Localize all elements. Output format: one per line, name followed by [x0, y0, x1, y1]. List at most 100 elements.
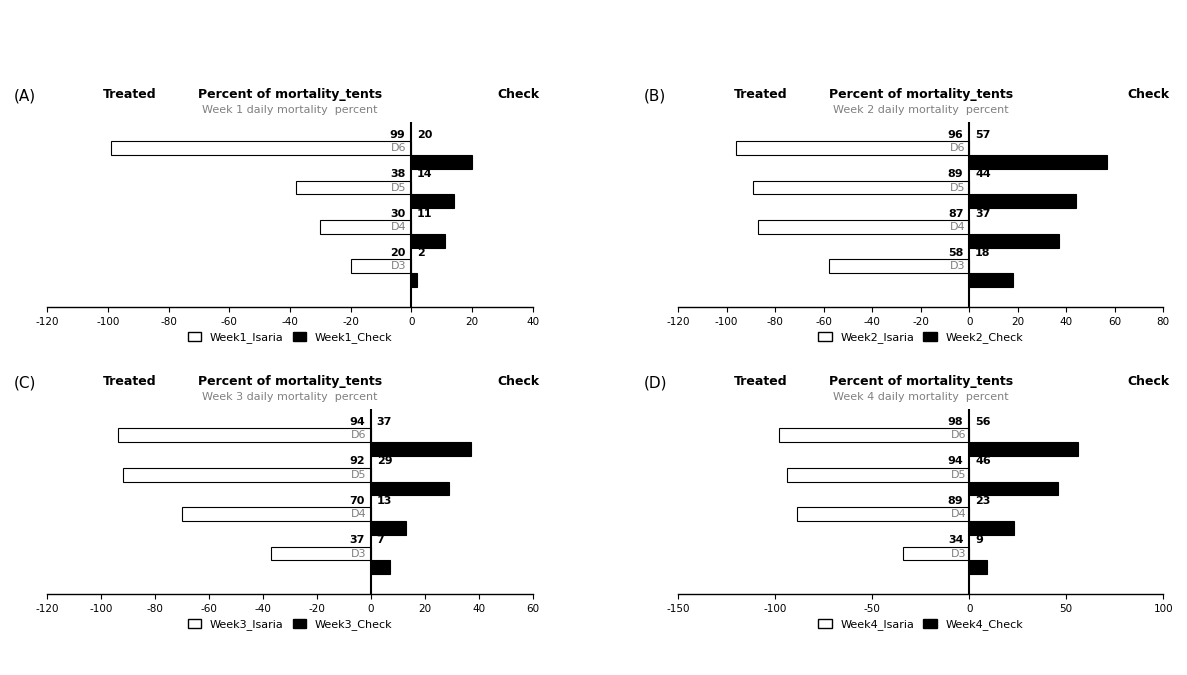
Text: D3: D3	[951, 549, 966, 559]
Legend: Week1_Isaria, Week1_Check: Week1_Isaria, Week1_Check	[183, 327, 396, 348]
Bar	[754, 181, 970, 194]
Text: D3: D3	[392, 261, 407, 271]
Text: 11: 11	[417, 209, 432, 219]
Bar	[271, 547, 370, 560]
Text: Check: Check	[1128, 88, 1169, 101]
Legend: Week2_Isaria, Week2_Check: Week2_Isaria, Week2_Check	[814, 327, 1028, 348]
Text: Week 3 daily mortality  percent: Week 3 daily mortality percent	[202, 392, 377, 402]
Bar	[779, 429, 970, 442]
Bar	[112, 141, 412, 155]
Text: 29: 29	[376, 456, 393, 466]
Legend: Week4_Isaria, Week4_Check: Week4_Isaria, Week4_Check	[814, 614, 1028, 634]
Text: 70: 70	[350, 496, 366, 506]
Text: 96: 96	[947, 130, 964, 140]
Bar	[412, 155, 472, 169]
Text: D6: D6	[951, 431, 966, 440]
Bar	[296, 181, 412, 194]
Text: 34: 34	[948, 535, 964, 545]
Bar	[758, 220, 970, 234]
Bar	[370, 560, 389, 574]
Text: D5: D5	[392, 182, 407, 192]
Bar	[796, 508, 970, 521]
Text: (A): (A)	[13, 88, 36, 103]
Text: 20: 20	[391, 248, 406, 258]
Text: Percent of mortality_tents: Percent of mortality_tents	[198, 375, 382, 388]
Bar	[412, 273, 418, 287]
Bar	[123, 468, 370, 482]
Bar	[970, 521, 1014, 535]
Bar	[787, 468, 970, 482]
Bar	[970, 442, 1078, 456]
Text: (B): (B)	[645, 88, 666, 103]
Text: Week 4 daily mortality  percent: Week 4 daily mortality percent	[833, 392, 1009, 402]
Text: 89: 89	[947, 496, 964, 506]
Legend: Week3_Isaria, Week3_Check: Week3_Isaria, Week3_Check	[183, 614, 396, 634]
Bar	[970, 234, 1059, 248]
Text: 92: 92	[349, 456, 366, 466]
Text: 37: 37	[350, 535, 366, 545]
Text: (D): (D)	[645, 375, 667, 390]
Text: 94: 94	[947, 456, 964, 466]
Text: Treated: Treated	[103, 88, 157, 101]
Text: 20: 20	[417, 130, 432, 140]
Text: D4: D4	[351, 509, 367, 519]
Text: 98: 98	[947, 417, 964, 427]
Text: D3: D3	[351, 549, 367, 559]
Text: D6: D6	[392, 143, 407, 153]
Text: 99: 99	[389, 130, 406, 140]
Text: Check: Check	[1128, 375, 1169, 388]
Bar	[412, 234, 445, 248]
Text: 13: 13	[376, 496, 392, 506]
Text: 30: 30	[391, 209, 406, 219]
Text: 9: 9	[975, 535, 983, 545]
Text: Check: Check	[497, 88, 539, 101]
Bar	[970, 560, 986, 574]
Text: 14: 14	[417, 169, 433, 180]
Bar	[829, 259, 970, 273]
Text: D6: D6	[950, 143, 965, 153]
Bar	[970, 155, 1107, 169]
Bar	[736, 141, 970, 155]
Text: D5: D5	[951, 470, 966, 480]
Bar	[320, 220, 412, 234]
Text: D4: D4	[951, 509, 966, 519]
Text: D4: D4	[950, 222, 965, 232]
Bar	[350, 259, 412, 273]
Text: 94: 94	[349, 417, 366, 427]
Text: 7: 7	[376, 535, 385, 545]
Text: Week 2 daily mortality  percent: Week 2 daily mortality percent	[833, 105, 1009, 115]
Bar	[970, 273, 1013, 287]
Text: Percent of mortality_tents: Percent of mortality_tents	[829, 375, 1013, 388]
Text: Treated: Treated	[734, 88, 787, 101]
Text: D5: D5	[950, 182, 965, 192]
Text: D4: D4	[392, 222, 407, 232]
Text: 89: 89	[947, 169, 964, 180]
Bar	[903, 547, 970, 560]
Bar	[183, 508, 370, 521]
Text: 87: 87	[948, 209, 964, 219]
Text: 46: 46	[975, 456, 991, 466]
Text: Week 1 daily mortality  percent: Week 1 daily mortality percent	[202, 105, 377, 115]
Text: D6: D6	[351, 431, 367, 440]
Text: 38: 38	[391, 169, 406, 180]
Bar	[370, 482, 449, 495]
Text: Percent of mortality_tents: Percent of mortality_tents	[829, 88, 1013, 101]
Text: 23: 23	[975, 496, 990, 506]
Text: 58: 58	[948, 248, 964, 258]
Text: D3: D3	[950, 261, 965, 271]
Bar	[412, 194, 453, 208]
Text: Treated: Treated	[734, 375, 787, 388]
Text: 44: 44	[975, 169, 991, 180]
Text: D5: D5	[351, 470, 367, 480]
Text: 37: 37	[975, 209, 990, 219]
Text: 37: 37	[376, 417, 392, 427]
Text: Percent of mortality_tents: Percent of mortality_tents	[198, 88, 382, 101]
Text: Treated: Treated	[103, 375, 157, 388]
Text: 2: 2	[417, 248, 425, 258]
Text: 57: 57	[975, 130, 990, 140]
Text: 56: 56	[975, 417, 990, 427]
Bar	[970, 194, 1075, 208]
Text: (C): (C)	[13, 375, 36, 390]
Bar	[970, 482, 1059, 495]
Bar	[118, 429, 370, 442]
